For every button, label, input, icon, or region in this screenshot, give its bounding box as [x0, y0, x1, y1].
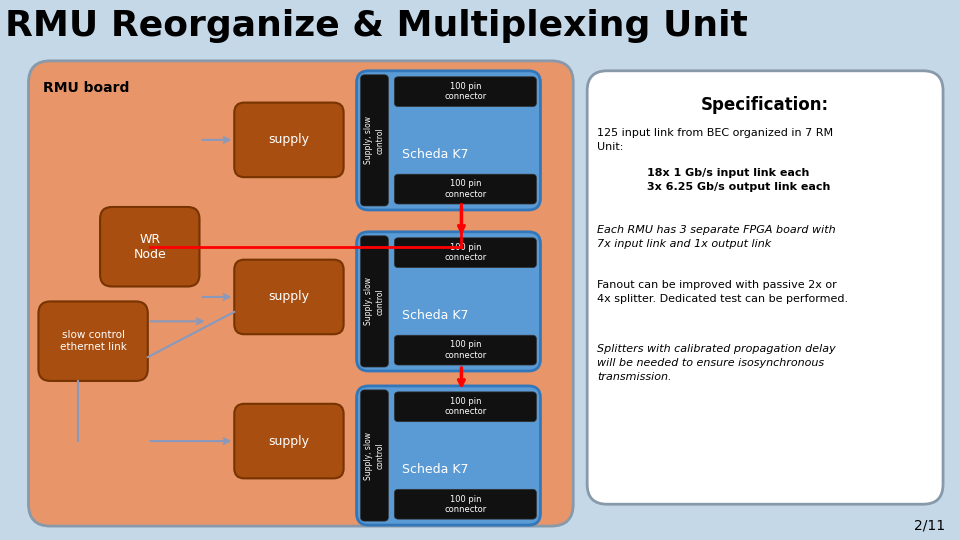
- FancyBboxPatch shape: [361, 390, 389, 521]
- Text: Each RMU has 3 separate FPGA board with
7x input link and 1x output link: Each RMU has 3 separate FPGA board with …: [597, 225, 836, 249]
- Text: Fanout can be improved with passive 2x or
4x splitter. Dedicated test can be per: Fanout can be improved with passive 2x o…: [597, 280, 849, 303]
- Text: 18x 1 Gb/s input link each
3x 6.25 Gb/s output link each: 18x 1 Gb/s input link each 3x 6.25 Gb/s …: [647, 168, 830, 192]
- Text: 125 input link from BEC organized in 7 RM
Unit:: 125 input link from BEC organized in 7 R…: [597, 129, 833, 152]
- Text: Supply, slow
control: Supply, slow control: [365, 431, 385, 480]
- Text: Supply, slow
control: Supply, slow control: [365, 117, 385, 164]
- Text: 100 pin
connector: 100 pin connector: [444, 495, 487, 514]
- Text: 100 pin
connector: 100 pin connector: [444, 82, 487, 102]
- Text: 100 pin
connector: 100 pin connector: [444, 340, 487, 360]
- FancyBboxPatch shape: [395, 392, 537, 422]
- Text: 2/11: 2/11: [914, 518, 945, 532]
- Text: Splitters with calibrated propagation delay
will be needed to ensure isosynchron: Splitters with calibrated propagation de…: [597, 344, 836, 382]
- Text: 100 pin
connector: 100 pin connector: [444, 243, 487, 262]
- FancyBboxPatch shape: [395, 238, 537, 268]
- FancyBboxPatch shape: [356, 232, 540, 371]
- Text: Scheda K7: Scheda K7: [402, 463, 468, 476]
- FancyBboxPatch shape: [356, 386, 540, 525]
- Text: slow control
ethernet link: slow control ethernet link: [60, 330, 127, 352]
- FancyBboxPatch shape: [234, 103, 344, 177]
- FancyBboxPatch shape: [588, 71, 943, 504]
- FancyBboxPatch shape: [395, 335, 537, 365]
- FancyBboxPatch shape: [100, 207, 200, 287]
- FancyBboxPatch shape: [29, 61, 573, 526]
- Text: Scheda K7: Scheda K7: [402, 148, 468, 161]
- Text: supply: supply: [269, 435, 309, 448]
- FancyBboxPatch shape: [361, 236, 389, 367]
- FancyBboxPatch shape: [395, 489, 537, 519]
- Text: WR
Node: WR Node: [133, 233, 166, 261]
- Text: Scheda K7: Scheda K7: [402, 309, 468, 322]
- Text: supply: supply: [269, 291, 309, 303]
- Text: Supply, slow
control: Supply, slow control: [365, 278, 385, 326]
- Text: RMU Reorganize & Multiplexing Unit: RMU Reorganize & Multiplexing Unit: [5, 9, 748, 43]
- FancyBboxPatch shape: [395, 77, 537, 106]
- FancyBboxPatch shape: [234, 260, 344, 334]
- Text: RMU board: RMU board: [43, 81, 130, 94]
- FancyBboxPatch shape: [234, 404, 344, 478]
- Text: 100 pin
connector: 100 pin connector: [444, 179, 487, 199]
- FancyBboxPatch shape: [356, 71, 540, 210]
- Text: supply: supply: [269, 133, 309, 146]
- Text: 100 pin
connector: 100 pin connector: [444, 397, 487, 416]
- Text: Specification:: Specification:: [701, 96, 829, 113]
- FancyBboxPatch shape: [395, 174, 537, 204]
- FancyBboxPatch shape: [361, 75, 389, 206]
- FancyBboxPatch shape: [38, 301, 148, 381]
